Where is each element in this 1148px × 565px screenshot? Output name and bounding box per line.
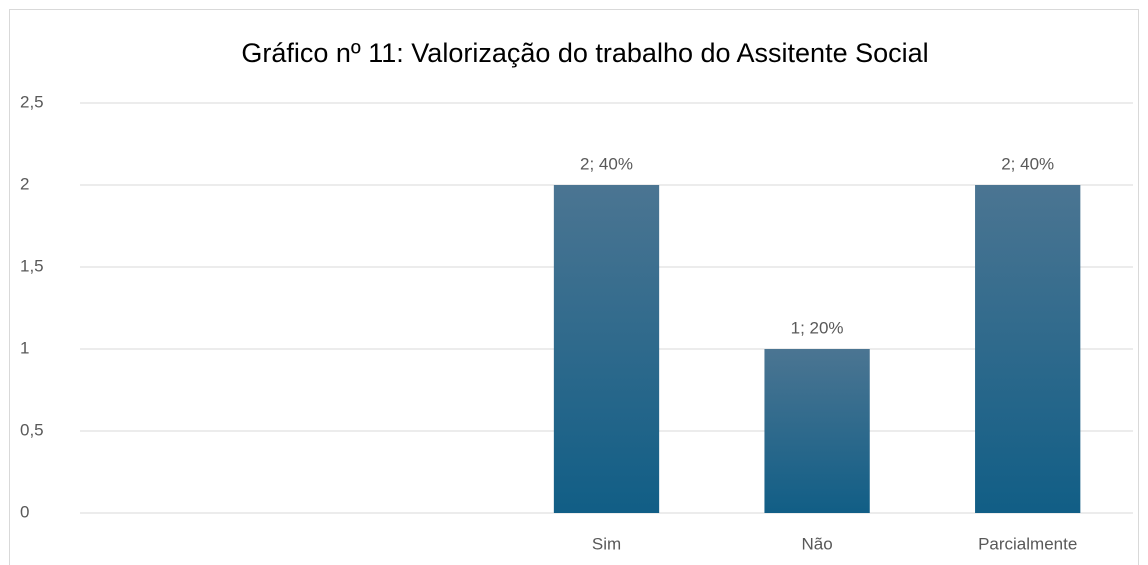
data-label: 2; 40%: [1001, 154, 1054, 173]
bar: [553, 185, 660, 513]
bar: [975, 185, 1081, 513]
y-tick-label: 2: [20, 174, 29, 193]
x-tick-label: Não: [802, 534, 833, 553]
bar: [764, 349, 870, 513]
y-tick-label: 0,5: [20, 420, 44, 439]
y-tick-label: 0: [20, 502, 29, 521]
y-tick-label: 1,5: [20, 256, 44, 275]
y-tick-label: 1: [20, 338, 29, 357]
x-tick-label: Sim: [592, 534, 621, 553]
y-tick-label: 2,5: [20, 92, 44, 111]
data-label: 2; 40%: [580, 154, 633, 173]
x-tick-label: Parcialmente: [978, 534, 1077, 553]
data-label: 1; 20%: [791, 318, 844, 337]
chart-title: Gráfico nº 11: Valorização do trabalho d…: [241, 38, 928, 68]
